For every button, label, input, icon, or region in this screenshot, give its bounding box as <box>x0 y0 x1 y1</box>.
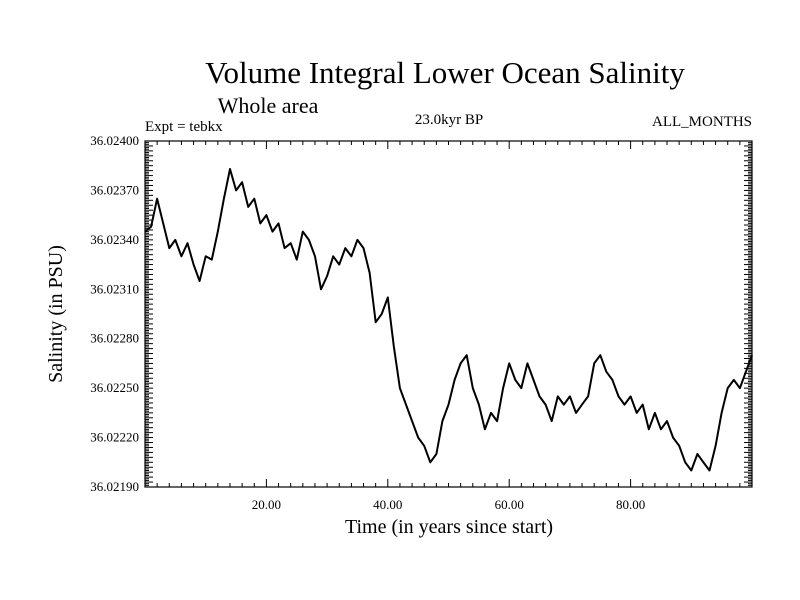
x-tick-label: 80.00 <box>616 497 645 512</box>
x-tick-label: 40.00 <box>373 497 402 512</box>
salinity-series-line <box>144 168 753 472</box>
y-tick-label: 36.02280 <box>90 331 139 346</box>
x-axis-label: Time (in years since start) <box>345 516 553 538</box>
axis-tick-labels: 20.00 40.00 60.00 80.00 36.02190 36.02220 36.0… <box>90 133 645 512</box>
y-tick-label: 36.02250 <box>90 380 139 395</box>
plot-frame <box>144 140 753 488</box>
months-note: ALL_MONTHS <box>652 114 752 130</box>
y-axis-label: Salinity (in PSU) <box>45 245 67 383</box>
period-note: 23.0kyr BP <box>415 112 483 128</box>
chart-subtitle: Whole area <box>218 93 319 118</box>
y-tick-label: 36.02370 <box>90 182 139 197</box>
y-tick-label: 36.02400 <box>90 133 139 148</box>
y-tick-label: 36.02220 <box>90 430 139 445</box>
axis-ticks <box>145 141 752 487</box>
y-tick-label: 36.02190 <box>90 479 139 494</box>
x-tick-label: 20.00 <box>252 497 281 512</box>
experiment-note: Expt = tebkx <box>145 119 223 135</box>
chart-title: Volume Integral Lower Ocean Salinity <box>205 55 685 90</box>
y-tick-label: 36.02310 <box>90 281 139 296</box>
x-tick-label: 60.00 <box>495 497 524 512</box>
y-tick-label: 36.02340 <box>90 232 139 247</box>
